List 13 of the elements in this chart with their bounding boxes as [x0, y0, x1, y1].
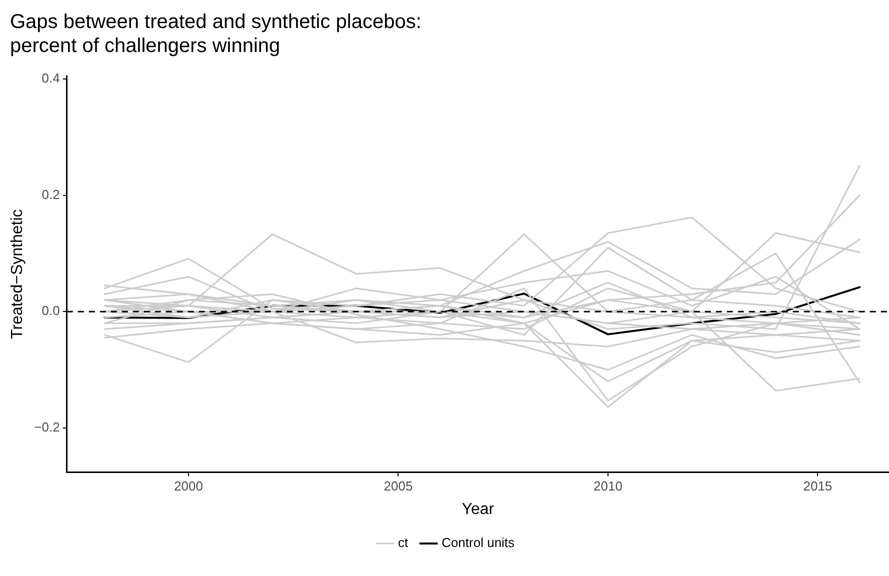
y-axis-title: Treated−Synthetic	[9, 209, 26, 339]
x-tick-label: 2005	[384, 478, 413, 494]
x-tick-label: 2015	[803, 478, 832, 494]
x-axis-title: Year	[462, 500, 495, 518]
x-tick-label: 2000	[174, 478, 203, 494]
x-tick-label: 2010	[594, 478, 622, 494]
y-tick-label: 0.0	[42, 303, 60, 318]
y-tick-label: 0.4	[42, 70, 60, 86]
legend-label: ct	[398, 535, 408, 550]
chart-title: Gaps between treated and synthetic placebos: percent of challengers winning	[9, 10, 422, 59]
legend-label: Control units	[442, 535, 516, 550]
y-tick-label: −0.2	[34, 420, 60, 435]
y-tick-label: 0.2	[42, 186, 60, 202]
